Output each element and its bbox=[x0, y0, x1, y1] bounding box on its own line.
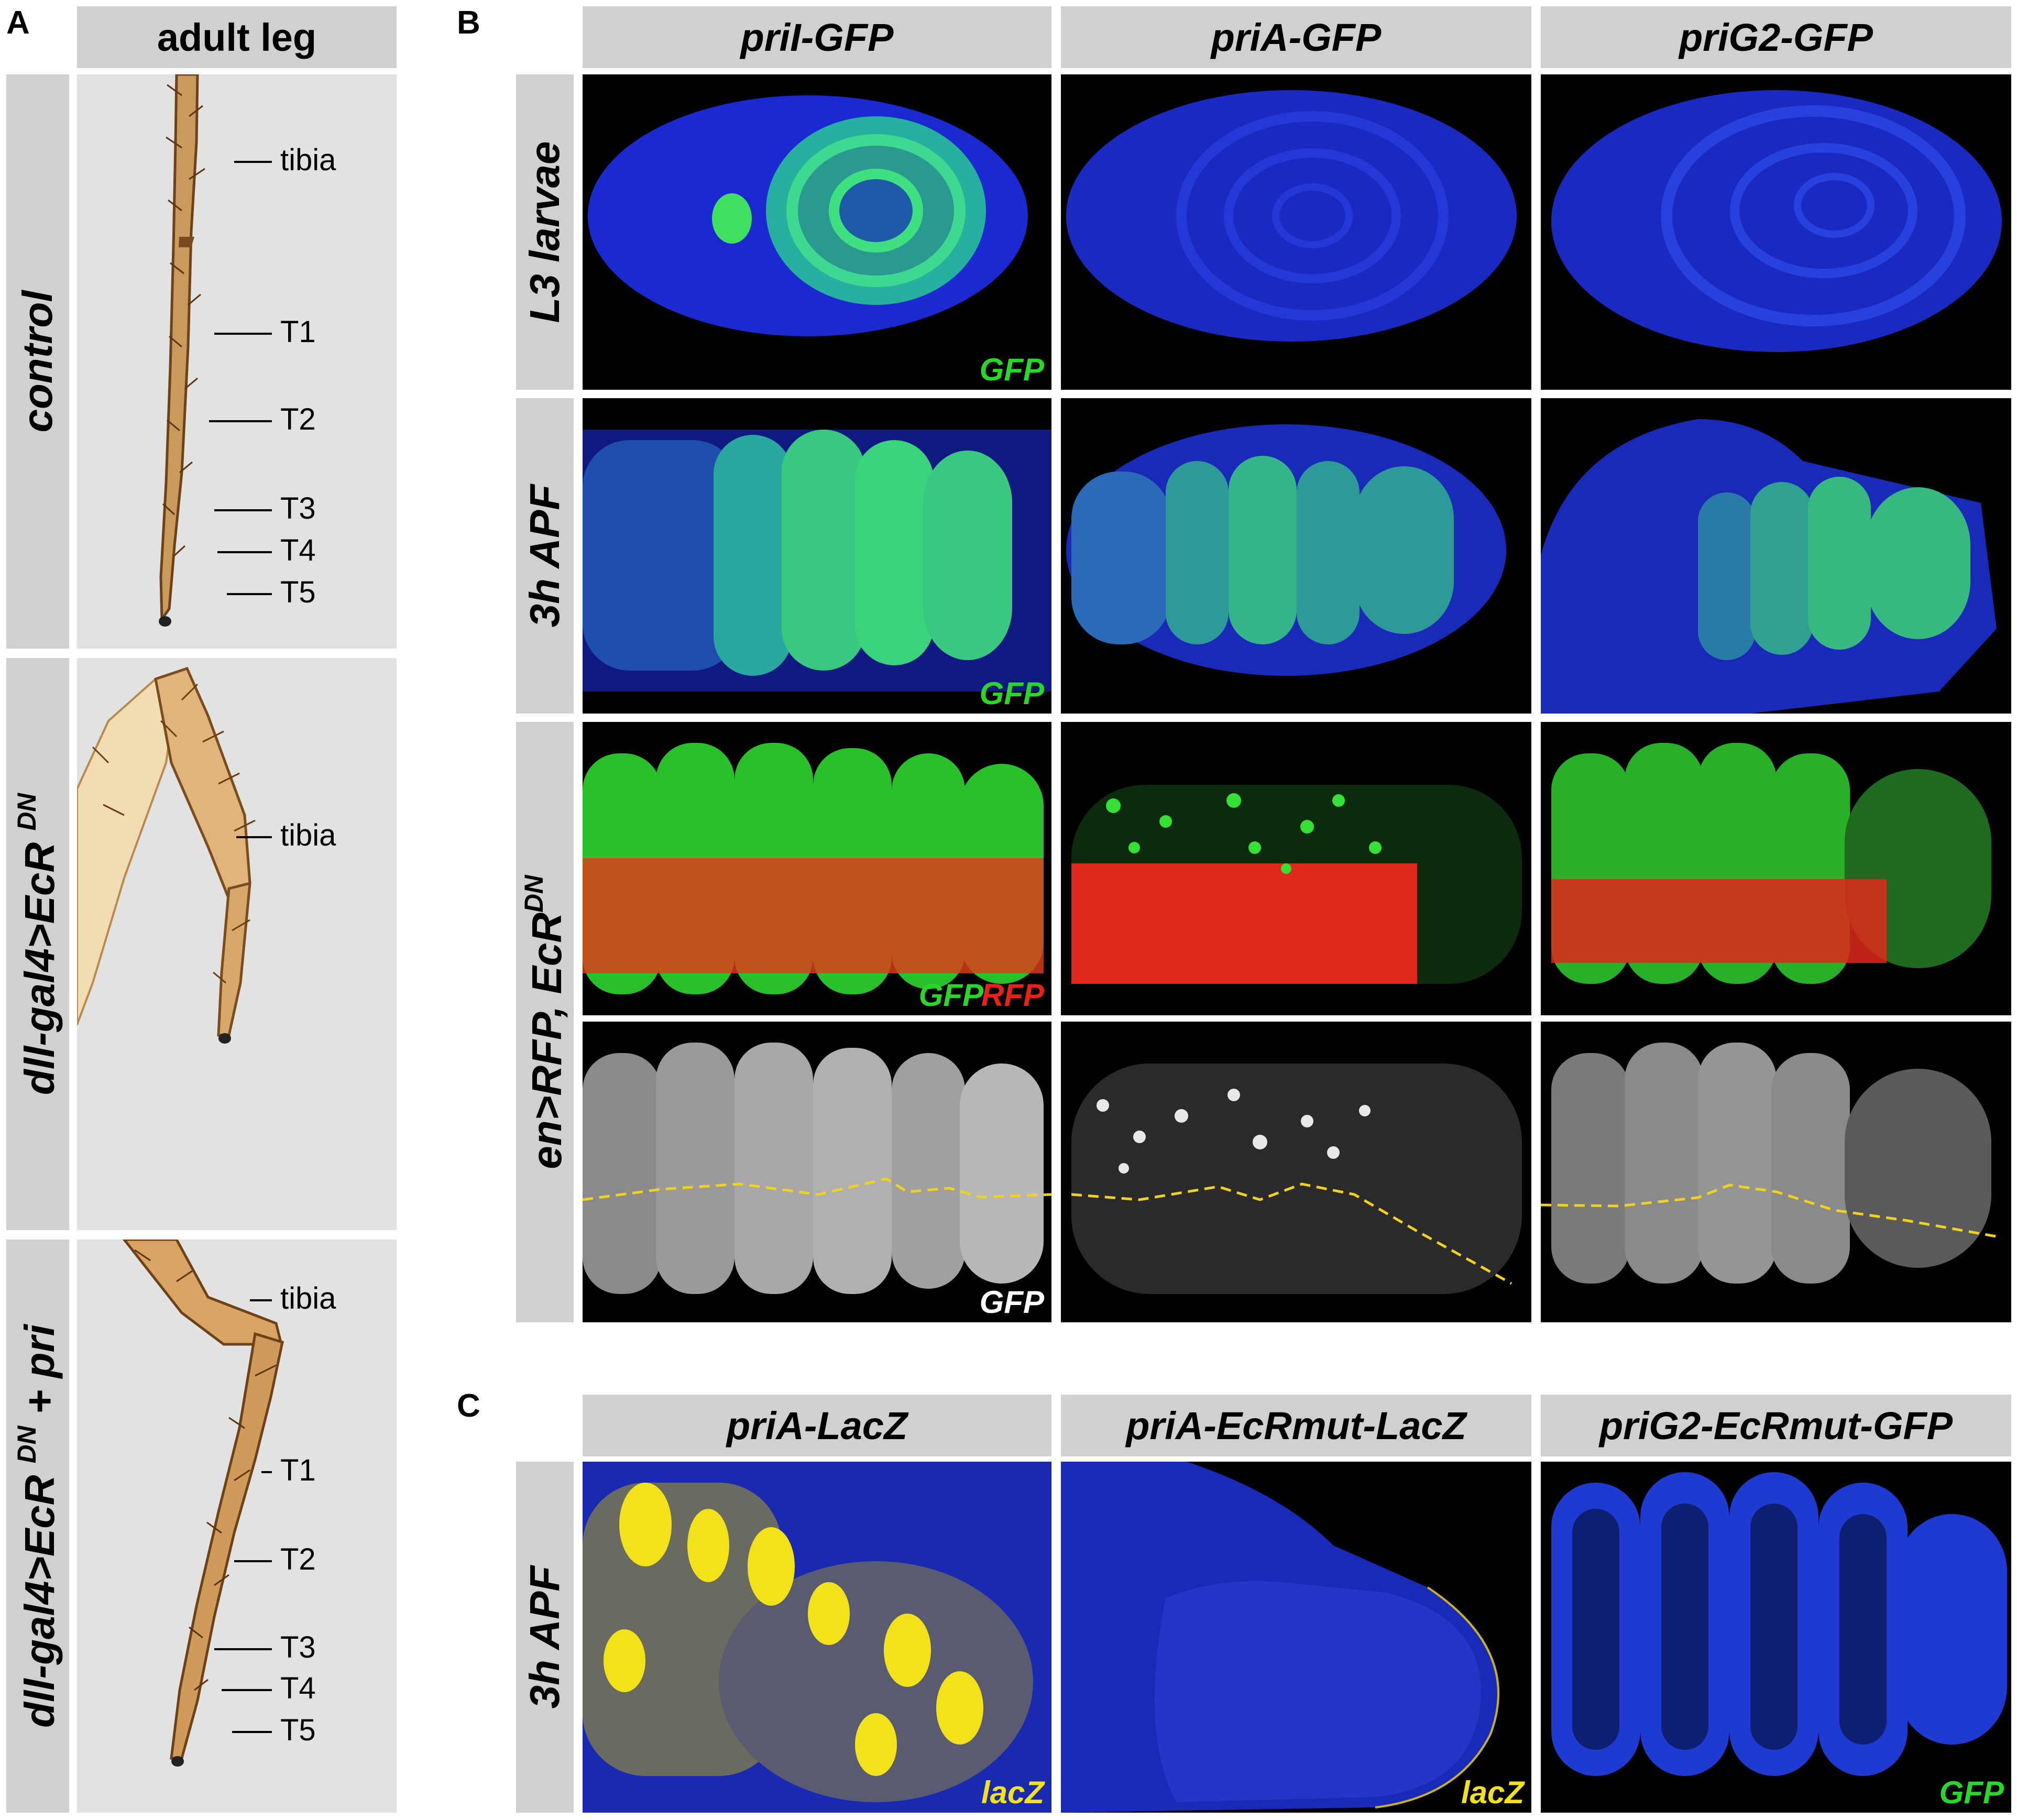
leg-ecr-dn-pri-drawing bbox=[122, 1240, 284, 1767]
tick-tibia-control bbox=[234, 161, 272, 163]
label-tibia-ecr-dn-pri: tibia bbox=[280, 1281, 336, 1315]
tick-t1-ecr-dn-pri bbox=[261, 1471, 272, 1473]
leg-photo-ecr-dn-pri: tibia T1 T2 T3 T4 T5 bbox=[77, 1240, 397, 1813]
label-tibia-control: tibia bbox=[280, 143, 336, 177]
row-label-en-rfp-ecr-dn: en>RFP, EcRDN bbox=[516, 722, 574, 1322]
row-label-l3-larvae: L3 larvae bbox=[516, 74, 574, 390]
label-t5-control: T5 bbox=[280, 575, 316, 609]
row-label-3h-apf-c: 3h APF bbox=[516, 1462, 574, 1813]
disc-apf-pri-i bbox=[583, 430, 1051, 692]
tick-t4-ecr-dn-pri bbox=[222, 1689, 272, 1691]
label-t1-ecr-dn-pri: T1 bbox=[280, 1453, 316, 1487]
label-t4-ecr-dn-pri: T4 bbox=[280, 1671, 316, 1705]
row-label-ecr-dn-pri: dll-gal4>EcR DN + pri bbox=[6, 1240, 69, 1813]
micrograph-en-rfp-pri-a bbox=[1061, 722, 1531, 1015]
micrograph-apf-pri-i: GFP bbox=[583, 398, 1051, 714]
label-t2-ecr-dn-pri: T2 bbox=[280, 1542, 316, 1576]
channel-gfp-en-pri-i: GFP bbox=[918, 978, 983, 1013]
column-header-pri-a-gfp: priA-GFP bbox=[1061, 6, 1531, 68]
tick-t4-control bbox=[217, 551, 272, 553]
leg-photo-control: tibia T1 T2 T3 T4 T5 bbox=[77, 74, 397, 649]
tick-t5-control bbox=[227, 593, 272, 595]
row-label-ecr-dn-pri-text: dll-gal4>EcR DN + pri bbox=[12, 1324, 63, 1728]
tick-t3-control bbox=[214, 509, 272, 511]
disc-c-pri-g2-ecrmut-gfp bbox=[1551, 1472, 2007, 1776]
tick-t3-ecr-dn-pri bbox=[214, 1648, 272, 1650]
micrograph-gray-pri-i: GFP bbox=[583, 1022, 1051, 1322]
micrograph-l3-pri-i: GFP bbox=[583, 74, 1051, 390]
label-t1-control: T1 bbox=[280, 315, 316, 349]
tick-tibia-ecr-dn bbox=[236, 836, 272, 838]
channel-rfp-en-pri-i: RFP bbox=[981, 978, 1044, 1013]
tick-t2-control bbox=[209, 420, 272, 422]
micrograph-gray-pri-g2 bbox=[1541, 1022, 2011, 1322]
column-header-pri-a-lacz: priA-LacZ bbox=[583, 1395, 1051, 1456]
panel-letter-b: B bbox=[457, 5, 480, 41]
channel-lacz-c-2: lacZ bbox=[1461, 1775, 1524, 1810]
row-label-en-rfp-ecr-dn-text: en>RFP, EcRDN bbox=[519, 875, 570, 1169]
leg-photo-ecr-dn: tibia bbox=[77, 658, 397, 1230]
panel-letter-c: C bbox=[457, 1388, 480, 1424]
row-label-3h-apf-b-text: 3h APF bbox=[521, 484, 568, 628]
disc-c-pri-a-lacz bbox=[583, 1462, 1051, 1813]
disc-en-rfp-pri-a bbox=[1071, 785, 1522, 984]
row-label-ecr-dn-text: dll-gal4>EcR DN bbox=[12, 793, 63, 1095]
row-label-l3-larvae-text: L3 larvae bbox=[521, 141, 568, 323]
tick-t5-ecr-dn-pri bbox=[232, 1731, 272, 1733]
channel-gfp-l3-pri-i: GFP bbox=[979, 352, 1044, 387]
channel-lacz-c-1: lacZ bbox=[981, 1775, 1044, 1810]
column-header-pri-i-gfp: priI-GFP bbox=[583, 6, 1051, 68]
label-t5-ecr-dn-pri: T5 bbox=[280, 1713, 316, 1747]
micrograph-gray-pri-a bbox=[1061, 1022, 1531, 1322]
disc-gray-pri-i bbox=[583, 1043, 1051, 1294]
leg-ecr-dn-drawing bbox=[77, 666, 256, 1044]
label-t4-control: T4 bbox=[280, 533, 316, 567]
tick-tibia-ecr-dn-pri bbox=[250, 1299, 272, 1301]
disc-apf-pri-a bbox=[1066, 424, 1506, 676]
disc-apf-pri-g2 bbox=[1541, 419, 1997, 714]
micrograph-apf-pri-a bbox=[1061, 398, 1531, 714]
row-label-control-text: control bbox=[14, 290, 61, 433]
micrograph-c-pri-g2-ecrmut-gfp: GFP bbox=[1541, 1462, 2011, 1813]
channel-gfp-apf-pri-i: GFP bbox=[979, 676, 1044, 711]
panel-a-header: adult leg bbox=[77, 6, 397, 68]
column-header-pri-a-ecrmut-lacz: priA-EcRmut-LacZ bbox=[1061, 1395, 1531, 1456]
disc-en-rfp-pri-i bbox=[583, 743, 1044, 994]
micrograph-c-pri-a-lacz: lacZ bbox=[583, 1462, 1051, 1813]
tick-t2-ecr-dn-pri bbox=[234, 1560, 272, 1562]
disc-gray-pri-g2 bbox=[1541, 1043, 2002, 1284]
panel-letter-a: A bbox=[6, 5, 30, 41]
micrograph-apf-pri-g2 bbox=[1541, 398, 2011, 714]
micrograph-l3-pri-g2 bbox=[1541, 74, 2011, 390]
disc-l3-pri-i bbox=[588, 95, 1028, 336]
column-header-pri-g2-ecrmut-gfp: priG2-EcRmut-GFP bbox=[1541, 1395, 2011, 1456]
label-tibia-ecr-dn: tibia bbox=[280, 818, 336, 852]
disc-c-pri-a-ecrmut-lacz bbox=[1061, 1462, 1499, 1813]
disc-gray-pri-a bbox=[1071, 1064, 1522, 1294]
row-label-3h-apf-c-text: 3h APF bbox=[521, 1565, 568, 1709]
disc-l3-pri-a bbox=[1066, 90, 1517, 342]
tick-t1-control bbox=[214, 333, 272, 335]
row-label-3h-apf-b: 3h APF bbox=[516, 398, 574, 714]
disc-en-rfp-pri-g2 bbox=[1551, 743, 1991, 984]
micrograph-en-rfp-pri-i: GFP RFP bbox=[583, 722, 1051, 1015]
label-t3-control: T3 bbox=[280, 491, 316, 525]
micrograph-l3-pri-a bbox=[1061, 74, 1531, 390]
row-label-ecr-dn: dll-gal4>EcR DN bbox=[6, 658, 69, 1230]
micrograph-c-pri-a-ecrmut-lacz: lacZ bbox=[1061, 1462, 1531, 1813]
column-header-pri-g2-gfp: priG2-GFP bbox=[1541, 6, 2011, 68]
leg-control-drawing bbox=[159, 74, 205, 627]
micrograph-en-rfp-pri-g2 bbox=[1541, 722, 2011, 1015]
channel-gfp-gray-pri-i: GFP bbox=[979, 1285, 1044, 1320]
label-t2-control: T2 bbox=[280, 402, 316, 436]
disc-l3-pri-g2 bbox=[1551, 90, 2002, 352]
channel-gfp-c-3: GFP bbox=[1939, 1775, 2004, 1810]
row-label-control: control bbox=[6, 74, 69, 649]
label-t3-ecr-dn-pri: T3 bbox=[280, 1630, 316, 1664]
